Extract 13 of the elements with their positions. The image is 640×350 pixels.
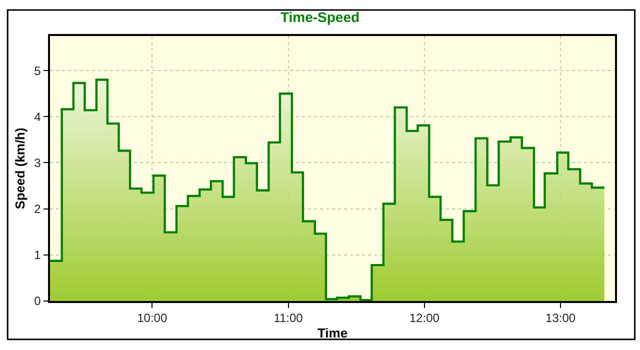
y-tick-label: 5 [34, 64, 42, 78]
y-axis-title: Speed (km/h) [12, 128, 28, 210]
chart-title: Time-Speed [280, 9, 360, 26]
y-tick-label: 4 [34, 110, 42, 124]
y-tick-label: 3 [34, 156, 42, 170]
x-axis-title: Time [317, 325, 348, 340]
x-tick-label: 13:00 [546, 311, 576, 326]
x-tick-label: 11:00 [274, 311, 304, 326]
x-tick-label: 12:00 [409, 311, 440, 326]
x-tick-label: 10:00 [137, 311, 168, 326]
y-tick-label: 2 [34, 202, 42, 216]
y-tick-label: 1 [34, 248, 42, 262]
y-tick-label: 0 [34, 294, 42, 308]
